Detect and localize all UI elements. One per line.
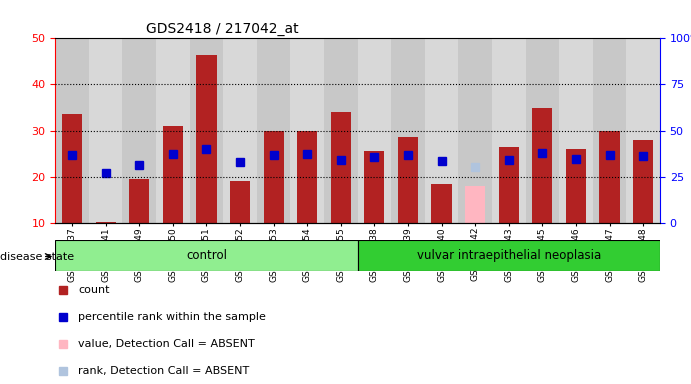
Text: rank, Detection Call = ABSENT: rank, Detection Call = ABSENT [78, 366, 249, 376]
Text: disease state: disease state [0, 252, 74, 262]
Bar [163, 126, 183, 223]
Bar [95, 222, 115, 223]
Bar [566, 149, 586, 223]
Bar [499, 147, 519, 223]
Text: vulvar intraepithelial neoplasia: vulvar intraepithelial neoplasia [417, 249, 601, 262]
Bar [364, 151, 384, 223]
Bar [358, 240, 660, 271]
Bar [425, 38, 458, 223]
Bar [263, 131, 284, 223]
Text: GDS2418 / 217042_at: GDS2418 / 217042_at [146, 22, 299, 36]
Bar [196, 55, 216, 223]
Bar [89, 38, 122, 223]
Bar [290, 38, 324, 223]
Bar [156, 38, 189, 223]
Bar [626, 38, 660, 223]
Bar [431, 184, 452, 223]
Bar [492, 38, 526, 223]
Bar [458, 38, 492, 223]
Bar [593, 38, 626, 223]
Text: percentile rank within the sample: percentile rank within the sample [78, 311, 266, 322]
Bar [331, 112, 351, 223]
Bar [559, 38, 593, 223]
Bar [324, 38, 357, 223]
Bar [223, 38, 257, 223]
Bar [297, 131, 317, 223]
Bar [257, 38, 290, 223]
Bar [532, 108, 552, 223]
Text: control: control [186, 249, 227, 262]
Bar [465, 186, 485, 223]
Bar [62, 114, 82, 223]
Bar [398, 137, 418, 223]
Text: value, Detection Call = ABSENT: value, Detection Call = ABSENT [78, 339, 255, 349]
Bar [189, 38, 223, 223]
Bar [230, 181, 250, 223]
Bar [526, 38, 559, 223]
Text: count: count [78, 285, 110, 295]
Bar [391, 38, 425, 223]
Bar [358, 38, 391, 223]
Bar [129, 179, 149, 223]
Bar [599, 131, 620, 223]
Bar [633, 140, 653, 223]
Bar [55, 38, 89, 223]
Bar [122, 38, 156, 223]
Bar [55, 240, 358, 271]
